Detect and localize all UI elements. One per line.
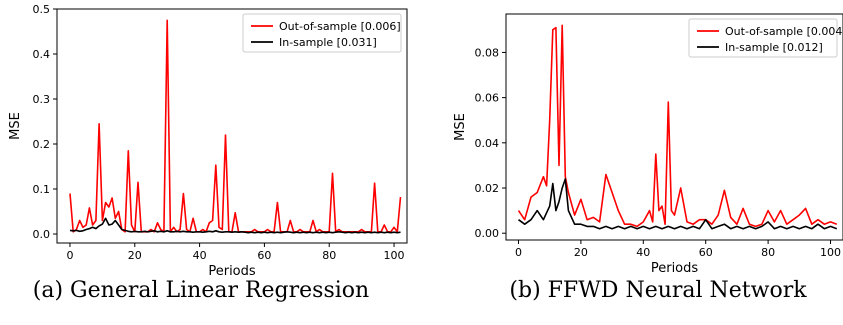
y-axis-label: MSE <box>453 113 468 141</box>
x-tick-label: 40 <box>636 246 650 259</box>
out-of-sample-line <box>69 19 402 233</box>
chart-ffwd-neural-network: 0 20 40 60 80 100 0.00 0.02 0.04 0.06 0.08 Periods M… <box>453 13 843 303</box>
x-tick-label: 20 <box>128 249 142 262</box>
x-axis-label: Periods <box>651 261 699 276</box>
x-tick-label: 80 <box>761 246 775 259</box>
y-tick-label: 0.5 <box>33 3 51 16</box>
x-tick-label: 60 <box>699 246 713 259</box>
in-sample-line <box>69 217 401 234</box>
x-tick-label: 0 <box>515 246 522 259</box>
legend-entry: In-sample [0.031] <box>279 36 377 49</box>
y-tick-label: 0.02 <box>475 182 500 195</box>
y-tick-label: 0.3 <box>33 93 51 106</box>
chart-linear-regression: 0 20 40 60 80 100 0.0 0.1 0.2 0.3 0.4 0.5 Periods MSE… <box>8 3 408 303</box>
y-tick-label: 0.04 <box>475 137 500 150</box>
y-tick-label: 0.1 <box>33 183 51 196</box>
x-tick-label: 100 <box>820 246 841 259</box>
x-tick-label: 100 <box>384 249 405 262</box>
x-tick-label: 20 <box>574 246 588 259</box>
x-tick-label: 40 <box>193 249 207 262</box>
legend-box <box>688 18 838 58</box>
legend-box <box>242 13 402 53</box>
y-tick-label: 0.06 <box>475 92 500 105</box>
legend-entry: Out-of-sample [0.006] <box>279 20 401 33</box>
x-axis-label: Periods <box>208 264 256 279</box>
y-tick-label: 0.2 <box>33 138 51 151</box>
plot-frame <box>505 13 843 241</box>
x-tick-label: 0 <box>66 249 73 262</box>
plot-frame <box>56 8 408 244</box>
y-tick-label: 0.00 <box>475 227 500 240</box>
y-tick-label: 0.4 <box>33 48 51 61</box>
legend-entry: Out-of-sample [0.004] <box>725 25 843 38</box>
y-tick-label: 0.08 <box>475 46 500 59</box>
in-sample-line <box>518 178 838 230</box>
x-tick-label: 80 <box>322 249 336 262</box>
x-tick-label: 60 <box>257 249 271 262</box>
legend-entry: In-sample [0.012] <box>725 41 823 54</box>
figure-caption: (a) General Linear Regression <box>33 278 369 303</box>
figure-caption: (b) FFWD Neural Network <box>509 278 807 303</box>
y-tick-label: 0.0 <box>33 228 51 241</box>
y-axis-label: MSE <box>8 112 23 140</box>
out-of-sample-line <box>517 24 838 228</box>
